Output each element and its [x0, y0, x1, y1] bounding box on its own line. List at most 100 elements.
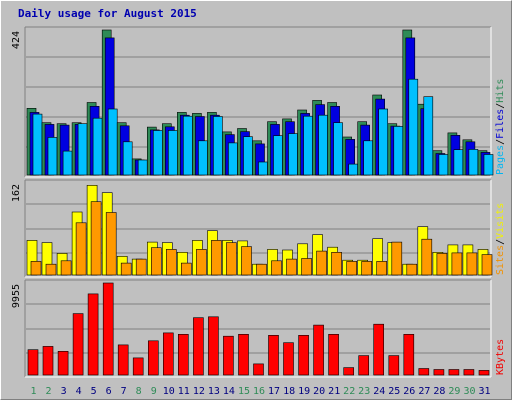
x-tick-label: 20 — [313, 386, 325, 397]
bar-sites — [30, 261, 42, 276]
x-tick-label: 3 — [61, 386, 67, 397]
bar-pages — [438, 154, 449, 176]
bar-pages — [273, 135, 283, 176]
bar-kbytes — [238, 333, 249, 376]
x-tick-label: 23 — [358, 386, 370, 397]
bar-pages — [213, 116, 223, 176]
x-tick-label: 6 — [106, 386, 112, 397]
bar-kbytes — [57, 350, 69, 376]
bar-pages — [92, 117, 103, 176]
bar-pages — [483, 154, 494, 176]
bar-pages — [333, 122, 343, 176]
bar-kbytes — [193, 317, 204, 376]
bar-pages — [243, 136, 253, 176]
bar-kbytes — [313, 324, 324, 376]
legend-hits: Hits — [495, 79, 506, 103]
bar-kbytes — [268, 334, 279, 376]
x-tick-label: 21 — [328, 386, 340, 397]
y-max-label: 424 — [11, 31, 22, 49]
bar-pages — [303, 115, 313, 176]
bar-pages — [318, 114, 328, 176]
panel-kbytes: 9955 KBytes — [11, 279, 506, 378]
x-tick-label: 8 — [136, 386, 142, 397]
x-tick-label: 17 — [268, 386, 280, 397]
y-max-label: 9955 — [11, 284, 22, 308]
x-tick-label: 5 — [91, 386, 97, 397]
bar-kbytes — [448, 369, 460, 376]
bar-sites — [361, 261, 373, 276]
bar-sites — [346, 261, 358, 276]
bar-pages — [137, 159, 148, 176]
x-tick-label: 18 — [283, 386, 295, 397]
bar-kbytes — [87, 293, 99, 376]
bar-kbytes — [433, 369, 445, 376]
legend-files: Files — [495, 109, 506, 139]
bar-sites — [331, 252, 342, 276]
bar-sites — [90, 201, 102, 276]
y-max-label: 162 — [11, 184, 22, 202]
bar-sites — [301, 258, 312, 276]
x-tick-label: 11 — [178, 386, 190, 397]
x-tick-label: 7 — [121, 386, 127, 397]
legend-pages: Pages — [495, 145, 506, 175]
bar-pages — [393, 126, 404, 176]
legend: Pages/Files/Hits — [495, 79, 506, 175]
bar-sites — [60, 260, 72, 276]
bar-kbytes — [132, 357, 144, 376]
legend-separator: / — [495, 239, 506, 245]
bar-pages — [228, 142, 238, 176]
bar-kbytes — [463, 369, 475, 376]
bar-sites — [45, 263, 57, 276]
bar-pages — [107, 108, 118, 176]
bar-sites — [391, 241, 403, 276]
legend-kbytes: KBytes — [495, 339, 506, 375]
bar-kbytes — [102, 282, 114, 376]
bar-kbytes — [208, 316, 219, 376]
legend-separator: / — [495, 139, 506, 145]
bar-sites — [406, 263, 418, 276]
x-tick-label: 26 — [403, 386, 415, 397]
bar-pages — [77, 123, 88, 176]
bar-pages — [288, 133, 298, 176]
x-axis-labels: 1 2 3 4 5 6 7 8 9 10 11 12 13 14 15 16 17 18 19 20 21 22 23 24 2… — [30, 386, 490, 397]
x-tick-label: 10 — [163, 386, 175, 397]
bar-sites — [151, 247, 162, 276]
x-tick-label: 30 — [463, 386, 475, 397]
bar-kbytes — [253, 363, 264, 376]
bar-sites — [226, 242, 237, 276]
legend: KBytes — [495, 339, 506, 375]
bar-sites — [75, 222, 87, 276]
bar-pages — [348, 163, 359, 176]
bar-sites — [256, 263, 267, 276]
bar-sites — [466, 252, 478, 276]
bar-sites — [120, 262, 132, 276]
bar-sites — [211, 240, 222, 276]
bar-pages — [198, 140, 208, 176]
legend-separator: / — [495, 103, 506, 109]
bar-kbytes — [478, 370, 490, 376]
bar-pages — [423, 96, 434, 176]
bar-pages — [363, 140, 374, 176]
bar-sites — [135, 258, 147, 276]
x-tick-label: 28 — [433, 386, 445, 397]
bar-kbytes — [117, 344, 129, 376]
bar-sites — [166, 249, 177, 276]
x-tick-label: 2 — [45, 386, 51, 397]
bar-sites — [105, 212, 117, 276]
x-tick-label: 25 — [388, 386, 400, 397]
x-tick-label: 14 — [223, 386, 235, 397]
bar-pages — [453, 149, 464, 176]
bar-kbytes — [373, 323, 385, 376]
bar-sites — [481, 254, 493, 276]
bar-pages — [168, 130, 178, 176]
x-tick-label: 24 — [373, 386, 385, 397]
bar-sites — [286, 258, 297, 276]
x-tick-label: 1 — [30, 386, 36, 397]
panel-visits-sites: 162 Sites/Visits — [11, 179, 506, 278]
x-tick-label: 15 — [238, 386, 250, 397]
legend-sites: Sites — [495, 245, 506, 275]
bar-kbytes — [178, 333, 189, 376]
bar-kbytes — [42, 346, 54, 376]
bar-sites — [451, 252, 463, 276]
